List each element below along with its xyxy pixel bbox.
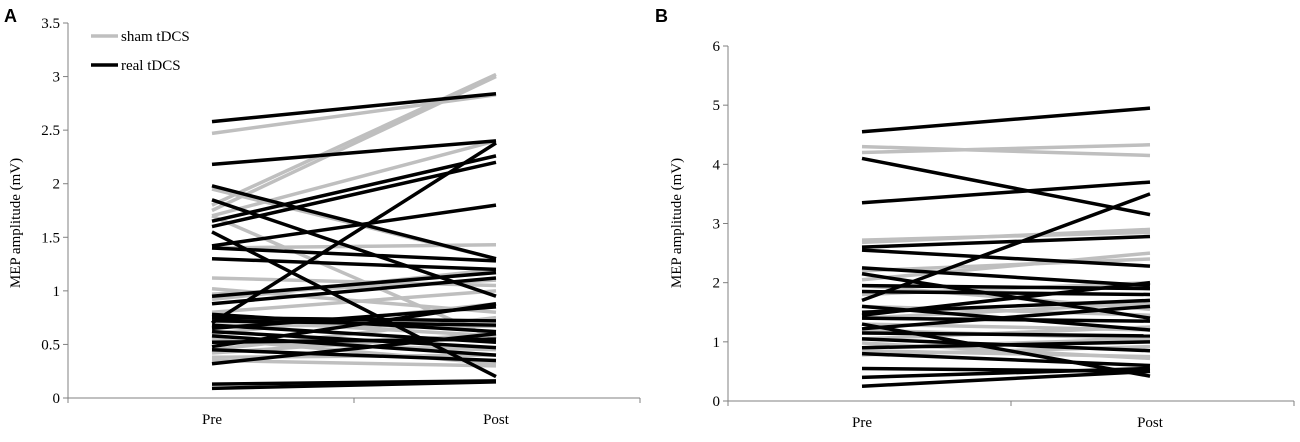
series-line-real-25: [211, 154, 497, 223]
series-line-real-35: [211, 319, 497, 327]
panel-b-letter: B: [655, 6, 668, 26]
series-line-real-43: [211, 348, 497, 363]
series-line-real-46: [211, 380, 497, 391]
series-line-sham-5: [211, 214, 497, 341]
series-line-real-36: [211, 141, 497, 325]
y-tick-label: 3: [713, 217, 721, 233]
y-tick-label: 3: [53, 70, 61, 86]
panel-a-y-axis-label: MEP amplitude (mV): [8, 158, 24, 288]
panel-b: B MEP amplitude (mV) 0 1 2 3 4 5 6 Pre Post: [655, 6, 1295, 431]
series-line-real-36: [861, 351, 1151, 368]
panel-a-axes: 0 0.5 1 1.5 2 2.5 3 3.5 Pre Post: [41, 16, 641, 428]
series-line-real-42: [211, 301, 497, 349]
x-tick-label: Post: [483, 412, 510, 428]
series-line-sham-18: [211, 331, 497, 355]
panel-b-y-axis-label: MEP amplitude (mV): [669, 158, 685, 288]
series-line-real-30: [861, 316, 1151, 323]
y-tick-label: 2.5: [41, 123, 60, 139]
series-line-sham-7: [211, 276, 497, 288]
series-line-real-22: [211, 139, 497, 167]
series-line-real-19: [861, 180, 1151, 205]
legend-real-label: real tDCS: [121, 58, 181, 74]
series-line-real-33: [861, 331, 1151, 338]
x-tick-label: Pre: [202, 412, 222, 428]
series-line-sham-9: [861, 301, 1151, 320]
series-line-real-17: [861, 106, 1151, 134]
series-line-real-23: [211, 184, 497, 261]
y-tick-label: 3.5: [41, 16, 60, 32]
x-tick-label: Pre: [852, 415, 872, 431]
series-line-real-26: [861, 192, 1151, 303]
panel-a-letter: A: [4, 6, 17, 26]
series-line-sham-0: [861, 144, 1151, 158]
series-line-real-21: [211, 91, 497, 124]
series-line-real-25: [861, 289, 1151, 297]
series-line-sham-5: [861, 251, 1151, 282]
series-line-sham-2: [211, 139, 497, 218]
y-tick-label: 2: [53, 177, 61, 193]
series-line-sham-15: [861, 348, 1151, 359]
y-tick-label: 1: [53, 284, 61, 300]
series-line-sham-0: [211, 93, 497, 136]
series-line-real-35: [861, 340, 1151, 350]
series-line-real-20: [861, 234, 1151, 249]
y-tick-label: 1.5: [41, 230, 60, 246]
panel-a: A MEP amplitude (mV) 0 0.5 1 1.5 2 2.5 3 3.5 Pre…: [4, 6, 641, 428]
series-line-real-28: [211, 203, 497, 248]
series-line-sham-1: [861, 143, 1151, 155]
y-tick-label: 2: [713, 276, 721, 292]
series-line-sham-1: [211, 72, 497, 207]
series-line-real-18: [861, 156, 1151, 217]
y-tick-label: 1: [713, 335, 721, 351]
y-tick-label: 0: [713, 394, 721, 410]
series-line-real-44: [211, 331, 497, 366]
panel-a-legend: sham tDCS real tDCS: [91, 29, 190, 74]
series-line-real-29: [211, 246, 497, 263]
series-line-real-39: [861, 369, 1151, 388]
series-line-real-32: [211, 276, 497, 306]
y-tick-label: 6: [713, 39, 721, 55]
panel-b-series-lines: [861, 106, 1151, 388]
series-line-real-32: [861, 304, 1151, 331]
series-line-real-30: [211, 256, 497, 272]
series-line-real-21: [861, 248, 1151, 268]
series-line-real-22: [861, 266, 1151, 288]
series-line-sham-3: [861, 227, 1151, 245]
y-tick-label: 0: [53, 391, 61, 407]
x-tick-label: Post: [1137, 415, 1164, 431]
series-line-sham-11: [211, 289, 497, 315]
series-line-real-38: [861, 366, 1151, 380]
series-line-sham-20: [211, 358, 497, 368]
panel-b-axes: 0 1 2 3 4 5 6 Pre Post: [713, 39, 1295, 431]
y-tick-label: 4: [713, 157, 721, 173]
y-tick-label: 0.5: [41, 337, 60, 353]
series-line-real-29: [861, 280, 1151, 317]
y-tick-label: 5: [713, 98, 721, 114]
legend-sham-label: sham tDCS: [121, 29, 190, 45]
panel-a-series-lines: [211, 72, 497, 391]
